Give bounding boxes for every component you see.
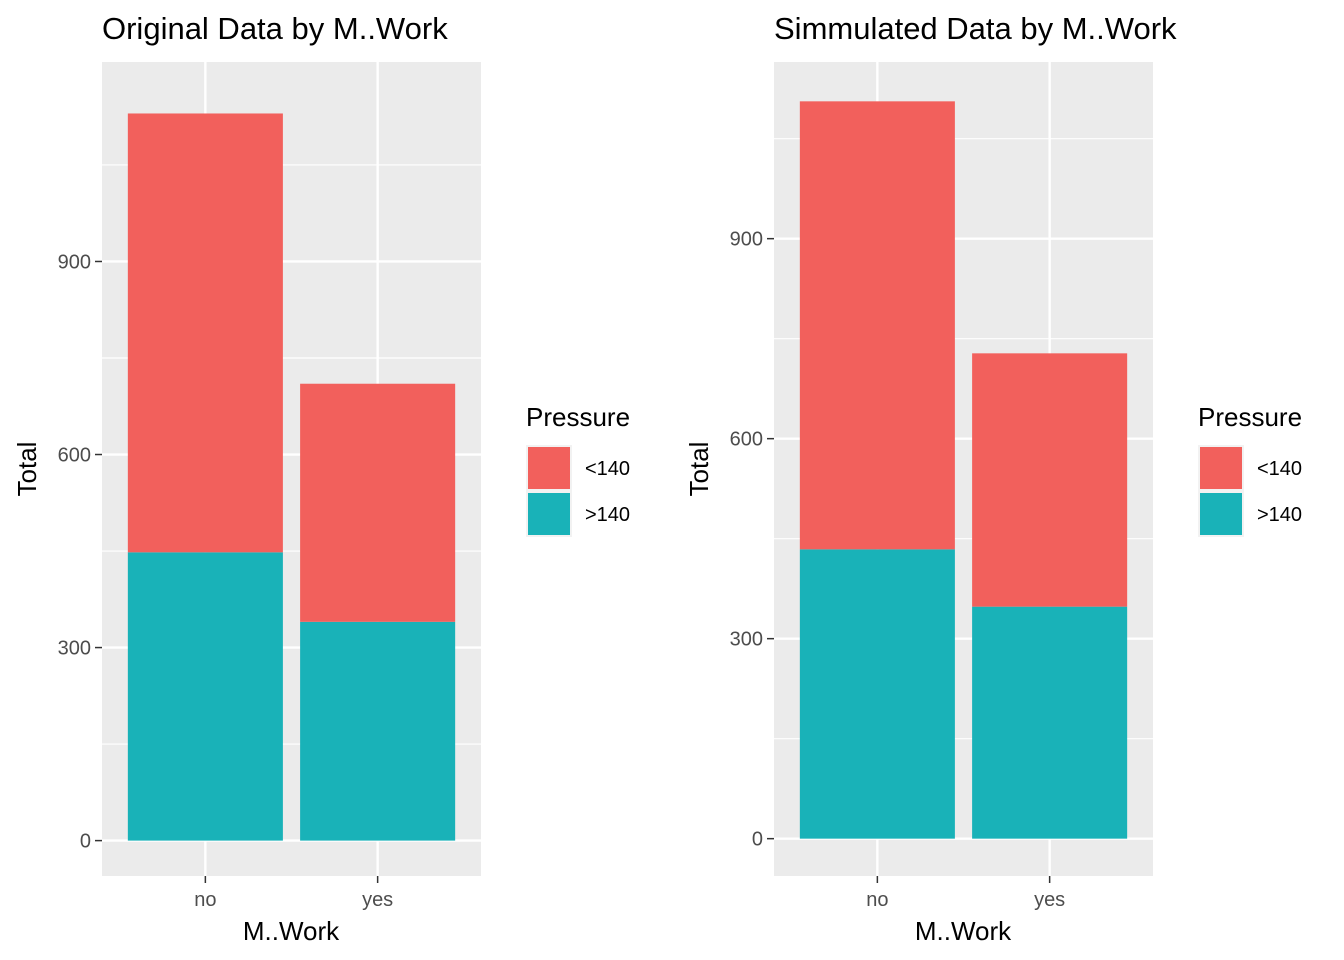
legend: Pressure <140 >140 bbox=[526, 402, 630, 537]
x-tick-label: yes bbox=[362, 889, 393, 911]
legend-label: >140 bbox=[1257, 504, 1302, 526]
chart-panel-2: Simmulated Data by M..Work 0 300 600 900 no ye… bbox=[684, 11, 1302, 946]
legend-label: <140 bbox=[1257, 458, 1302, 480]
x-tick-label: no bbox=[866, 889, 888, 911]
x-axis-title: M..Work bbox=[915, 916, 1012, 946]
chart-panel-1: Original Data by M..Work 0 300 600 900 no yes M… bbox=[12, 11, 630, 946]
bar-yes-series-2 bbox=[972, 353, 1128, 607]
bar-no-series-1 bbox=[127, 552, 283, 841]
y-tick-label: 300 bbox=[58, 638, 91, 660]
legend-title: Pressure bbox=[526, 402, 630, 432]
y-tick-label: 0 bbox=[80, 831, 91, 853]
bar-yes-series-1 bbox=[300, 621, 456, 841]
legend-label: >140 bbox=[585, 504, 630, 526]
y-tick-label: 600 bbox=[58, 445, 91, 467]
legend-swatch bbox=[1200, 493, 1242, 535]
x-axis-title: M..Work bbox=[243, 916, 340, 946]
bar-no-series-2 bbox=[127, 113, 283, 553]
y-tick-label: 300 bbox=[730, 629, 763, 651]
legend-swatch bbox=[1200, 447, 1242, 489]
y-tick-label: 900 bbox=[58, 251, 91, 273]
bar-yes-series-1 bbox=[972, 606, 1128, 839]
y-tick-label: 600 bbox=[730, 429, 763, 451]
x-tick-label: yes bbox=[1034, 889, 1065, 911]
chart-title: Simmulated Data by M..Work bbox=[774, 11, 1177, 46]
bar-no-series-2 bbox=[799, 101, 955, 550]
y-axis-title: Total bbox=[12, 442, 42, 497]
legend-swatch bbox=[528, 447, 570, 489]
chart-title: Original Data by M..Work bbox=[102, 11, 448, 46]
y-tick-label: 900 bbox=[730, 229, 763, 251]
y-axis-title: Total bbox=[684, 442, 714, 497]
legend-swatch bbox=[528, 493, 570, 535]
y-tick-label: 0 bbox=[752, 829, 763, 851]
legend-label: <140 bbox=[585, 458, 630, 480]
legend-title: Pressure bbox=[1198, 402, 1302, 432]
bar-yes-series-2 bbox=[300, 383, 456, 622]
x-tick-label: no bbox=[194, 889, 216, 911]
legend: Pressure <140 >140 bbox=[1198, 402, 1302, 537]
bar-no-series-1 bbox=[799, 549, 955, 839]
